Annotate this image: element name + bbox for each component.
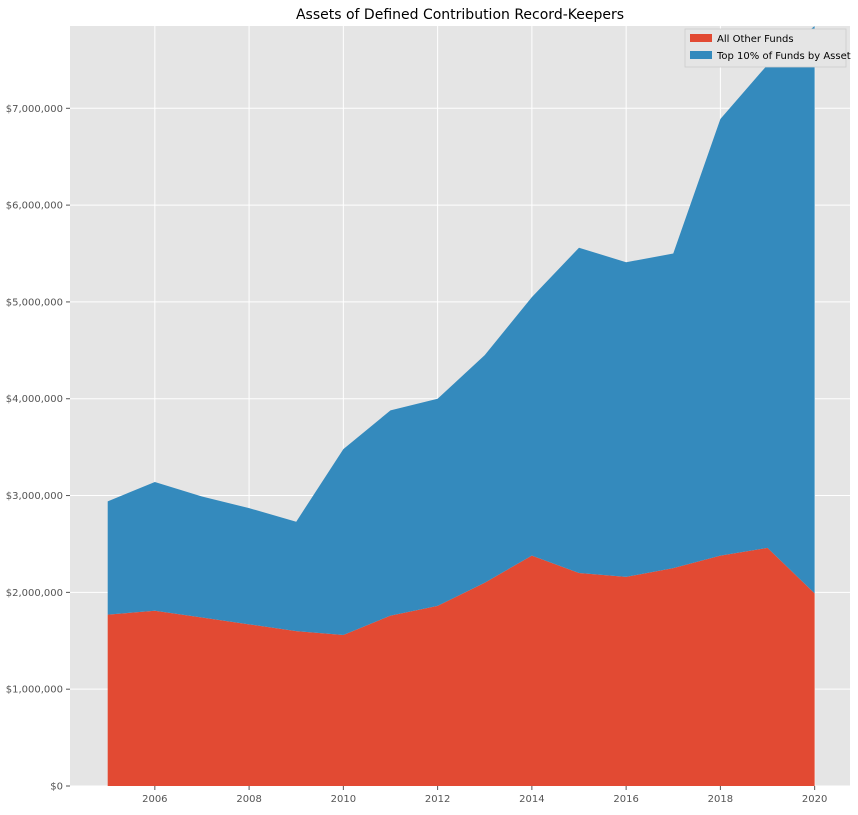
- x-tick-label: 2016: [613, 794, 638, 805]
- area-top-10-percent-of-funds-by-asset: [107, 26, 815, 635]
- legend: All Other Funds Top 10% of Funds by Asse…: [684, 28, 851, 68]
- x-tick-label: 2008: [236, 794, 261, 805]
- y-tick-label: $0: [50, 782, 63, 793]
- legend-label-top-10-percent: Top 10% of Funds by Asset: [716, 51, 851, 62]
- y-tick-label: $3,000,000: [6, 491, 63, 502]
- chart-title: Assets of Defined Contribution Record-Ke…: [296, 7, 624, 23]
- legend-label-all-other-funds: All Other Funds: [717, 34, 794, 45]
- y-tick-label: $1,000,000: [6, 685, 63, 696]
- legend-swatch-top-10-percent: [690, 51, 712, 59]
- x-tick-label: 2018: [708, 794, 733, 805]
- x-axis-ticks: 2006 2008 2010 2012 2014 2016 2018 2020: [142, 786, 827, 805]
- x-tick-label: 2020: [802, 794, 827, 805]
- y-tick-label: $6,000,000: [6, 201, 63, 212]
- area-series: [107, 26, 815, 786]
- y-tick-label: $4,000,000: [6, 394, 63, 405]
- x-tick-label: 2006: [142, 794, 167, 805]
- x-tick-label: 2012: [425, 794, 450, 805]
- y-tick-label: $2,000,000: [6, 588, 63, 599]
- y-tick-label: $7,000,000: [6, 104, 63, 115]
- legend-swatch-all-other-funds: [690, 34, 712, 42]
- x-tick-label: 2014: [519, 794, 544, 805]
- area-all-other-funds: [107, 547, 815, 786]
- y-axis-ticks: $0 $1,000,000 $2,000,000 $3,000,000 $4,000,0…: [6, 104, 70, 793]
- x-tick-label: 2010: [331, 794, 356, 805]
- y-tick-label: $5,000,000: [6, 297, 63, 308]
